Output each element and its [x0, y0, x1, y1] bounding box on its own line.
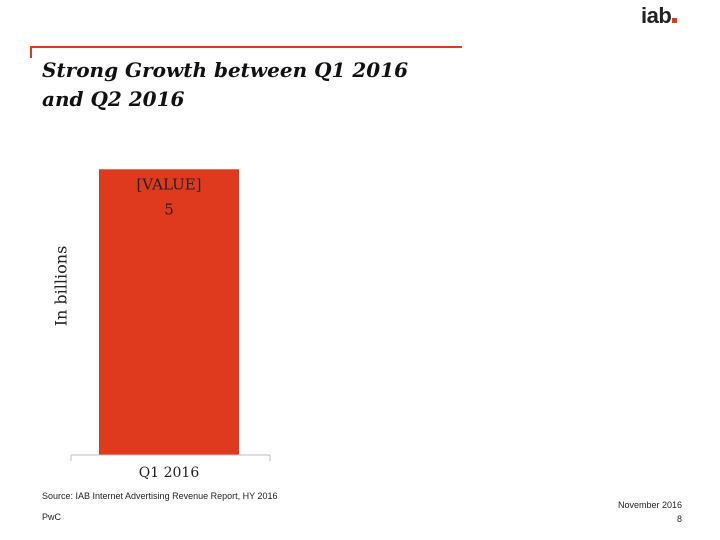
report-date: November 2016 [617, 500, 682, 510]
slide-title-line-2: and Q2 2016 [42, 87, 185, 111]
data-label-1: [VALUE] [136, 175, 201, 193]
slide-title-line-1: Strong Growth between Q1 2016 [42, 58, 409, 82]
bars-layer [99, 169, 239, 456]
logo-text: iab [641, 3, 672, 28]
bar-q1-2016 [99, 169, 239, 456]
company-name: PwC [42, 512, 62, 522]
title-rule-tick [30, 46, 32, 58]
slide-title: Strong Growth between Q1 2016 and Q2 201… [42, 56, 462, 114]
source-note: Source: IAB Internet Advertising Revenue… [42, 491, 278, 501]
page-number: 8 [676, 514, 682, 524]
title-rule [30, 46, 462, 48]
x-tick-label: Q1 2016 [139, 465, 200, 481]
iab-logo: iab [641, 3, 678, 29]
logo-dot-icon [672, 18, 678, 23]
labels-layer: [VALUE] 5 Q1 2016 [136, 175, 201, 481]
data-label-2: 5 [164, 200, 174, 218]
